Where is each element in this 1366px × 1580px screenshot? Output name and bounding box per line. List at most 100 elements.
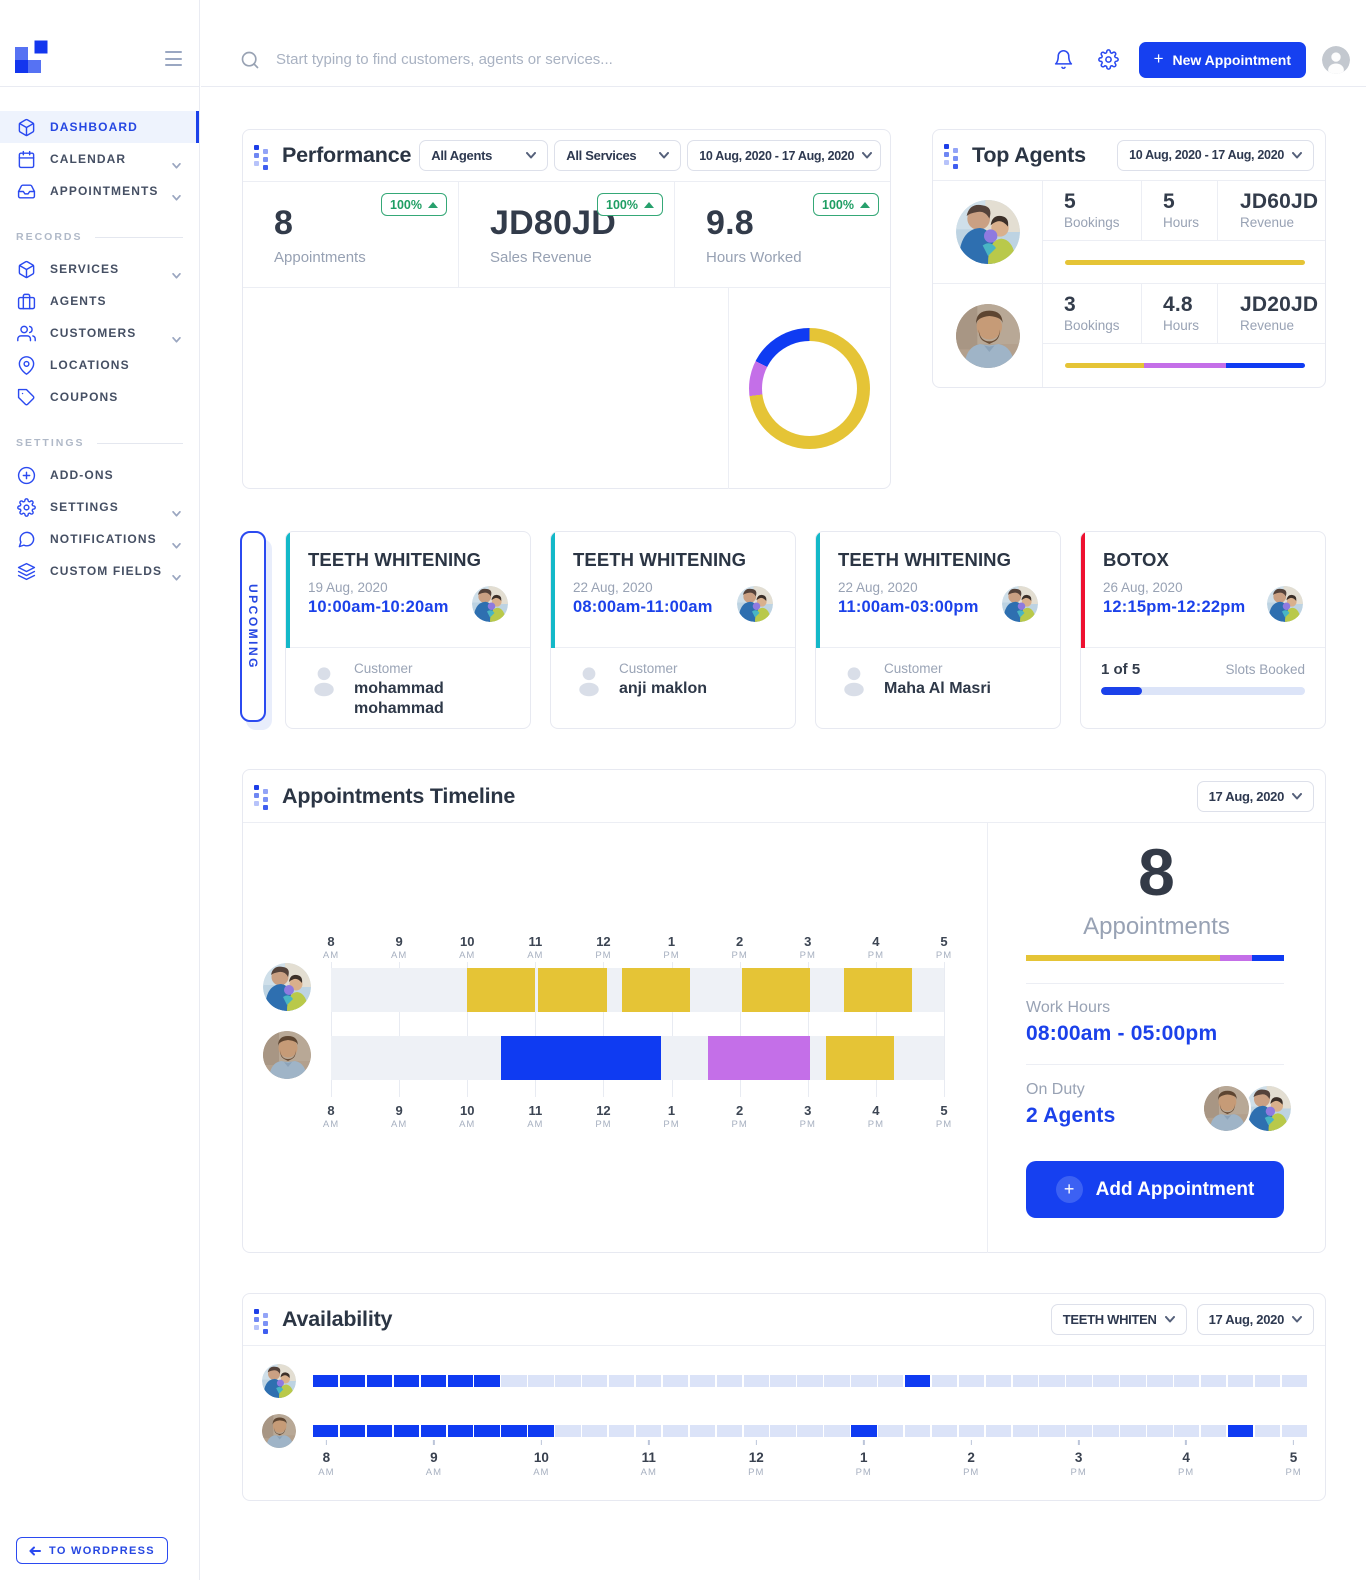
unavailable-slot[interactable] [1227, 1375, 1254, 1387]
unavailable-slot[interactable] [1254, 1425, 1281, 1437]
sidebar-item-appointments[interactable]: APPOINTMENTS [0, 175, 199, 207]
to-wordpress-button[interactable]: TO WORDPRESS [16, 1537, 168, 1564]
unavailable-slot[interactable] [904, 1425, 931, 1437]
available-slot[interactable] [420, 1375, 447, 1387]
unavailable-slot[interactable] [1093, 1375, 1119, 1387]
sidebar-item-custom-fields[interactable]: CUSTOM FIELDS [0, 555, 199, 587]
unavailable-slot[interactable] [555, 1425, 581, 1437]
sidebar-item-notifications[interactable]: NOTIFICATIONS [0, 523, 199, 555]
available-slot[interactable] [339, 1375, 366, 1387]
available-slot[interactable] [501, 1425, 527, 1437]
available-slot[interactable] [447, 1425, 473, 1437]
unavailable-slot[interactable] [985, 1425, 1012, 1437]
sidebar-collapse-icon[interactable] [165, 51, 182, 71]
unavailable-slot[interactable] [582, 1375, 608, 1387]
female-agent-avatar[interactable] [262, 1364, 296, 1398]
available-slot[interactable] [1227, 1425, 1254, 1437]
services-filter-select[interactable]: All Services [554, 140, 682, 171]
unavailable-slot[interactable] [958, 1375, 985, 1387]
unavailable-slot[interactable] [662, 1375, 689, 1387]
unavailable-slot[interactable] [824, 1375, 850, 1387]
available-slot[interactable] [447, 1375, 473, 1387]
unavailable-slot[interactable] [1066, 1375, 1092, 1387]
date-range-select[interactable]: 10 Aug, 2020 - 17 Aug, 2020 [687, 140, 882, 171]
unavailable-slot[interactable] [555, 1375, 581, 1387]
drag-handle-icon[interactable] [254, 1308, 269, 1334]
settings-gear-icon[interactable] [1097, 48, 1120, 71]
available-slot[interactable] [339, 1425, 366, 1437]
available-slot[interactable] [528, 1425, 554, 1437]
unavailable-slot[interactable] [689, 1425, 716, 1437]
timeline-appointment-bar[interactable] [501, 1036, 662, 1080]
sidebar-item-settings[interactable]: SETTINGS [0, 491, 199, 523]
add-appointment-button[interactable]: + Add Appointment [1026, 1161, 1284, 1218]
unavailable-slot[interactable] [528, 1375, 554, 1387]
unavailable-slot[interactable] [1200, 1425, 1227, 1437]
upcoming-appointment-card[interactable]: BOTOX 26 Aug, 2020 12:15pm-12:22pm 1 of … [1080, 531, 1326, 729]
male-agent-avatar[interactable] [262, 1414, 296, 1448]
timeline-appointment-bar[interactable] [467, 968, 536, 1012]
unavailable-slot[interactable] [1039, 1425, 1065, 1437]
date-range-select[interactable]: 10 Aug, 2020 - 17 Aug, 2020 [1117, 139, 1314, 171]
unavailable-slot[interactable] [608, 1425, 635, 1437]
agents-filter-select[interactable]: All Agents [419, 140, 549, 171]
timeline-appointment-bar[interactable] [707, 1036, 810, 1080]
unavailable-slot[interactable] [635, 1425, 662, 1437]
unavailable-slot[interactable] [689, 1375, 716, 1387]
available-slot[interactable] [313, 1375, 339, 1387]
unavailable-slot[interactable] [1200, 1375, 1227, 1387]
female-agent-avatar[interactable] [956, 200, 1020, 264]
sidebar-item-dashboard[interactable]: DASHBOARD [0, 111, 199, 143]
date-select[interactable]: 17 Aug, 2020 [1196, 1304, 1314, 1335]
male-agent-avatar[interactable] [956, 304, 1020, 368]
unavailable-slot[interactable] [797, 1375, 823, 1387]
sidebar-item-locations[interactable]: LOCATIONS [0, 349, 199, 381]
unavailable-slot[interactable] [985, 1375, 1012, 1387]
unavailable-slot[interactable] [743, 1425, 769, 1437]
date-select[interactable]: 17 Aug, 2020 [1196, 780, 1314, 812]
unavailable-slot[interactable] [1039, 1375, 1065, 1387]
upcoming-appointment-card[interactable]: TEETH WHITENING 22 Aug, 2020 08:00am-11:… [550, 531, 796, 729]
unavailable-slot[interactable] [1012, 1375, 1038, 1387]
unavailable-slot[interactable] [770, 1425, 796, 1437]
unavailable-slot[interactable] [582, 1425, 608, 1437]
unavailable-slot[interactable] [1120, 1425, 1146, 1437]
available-slot[interactable] [851, 1425, 877, 1437]
unavailable-slot[interactable] [501, 1375, 527, 1387]
unavailable-slot[interactable] [851, 1375, 877, 1387]
upcoming-appointment-card[interactable]: TEETH WHITENING 22 Aug, 2020 11:00am-03:… [815, 531, 1061, 729]
upcoming-appointment-card[interactable]: TEETH WHITENING 19 Aug, 2020 10:00am-10:… [285, 531, 531, 729]
unavailable-slot[interactable] [1281, 1375, 1308, 1387]
timeline-appointment-bar[interactable] [538, 968, 607, 1012]
unavailable-slot[interactable] [1120, 1375, 1146, 1387]
user-avatar[interactable] [1322, 46, 1350, 74]
unavailable-slot[interactable] [743, 1375, 769, 1387]
search-input[interactable] [276, 51, 876, 68]
unavailable-slot[interactable] [1147, 1425, 1173, 1437]
available-slot[interactable] [904, 1375, 931, 1387]
timeline-appointment-bar[interactable] [826, 1036, 895, 1080]
unavailable-slot[interactable] [1093, 1425, 1119, 1437]
unavailable-slot[interactable] [1174, 1375, 1200, 1387]
sidebar-item-services[interactable]: SERVICES [0, 253, 199, 285]
unavailable-slot[interactable] [608, 1375, 635, 1387]
sidebar-item-agents[interactable]: AGENTS [0, 285, 199, 317]
timeline-appointment-bar[interactable] [741, 968, 810, 1012]
sidebar-item-coupons[interactable]: COUPONS [0, 381, 199, 413]
notifications-bell-icon[interactable] [1053, 49, 1075, 71]
female-agent-avatar[interactable] [263, 963, 311, 1011]
new-appointment-button[interactable]: + New Appointment [1138, 41, 1306, 78]
male-agent-avatar[interactable] [263, 1031, 311, 1079]
service-filter-select[interactable]: TEETH WHITEN [1050, 1304, 1187, 1335]
unavailable-slot[interactable] [931, 1375, 958, 1387]
unavailable-slot[interactable] [797, 1425, 823, 1437]
upcoming-tab[interactable]: UPCOMING [240, 531, 266, 722]
available-slot[interactable] [393, 1425, 420, 1437]
unavailable-slot[interactable] [958, 1425, 985, 1437]
timeline-appointment-bar[interactable] [621, 968, 690, 1012]
available-slot[interactable] [420, 1425, 447, 1437]
unavailable-slot[interactable] [635, 1375, 662, 1387]
unavailable-slot[interactable] [1281, 1425, 1308, 1437]
unavailable-slot[interactable] [662, 1425, 689, 1437]
unavailable-slot[interactable] [1254, 1375, 1281, 1387]
